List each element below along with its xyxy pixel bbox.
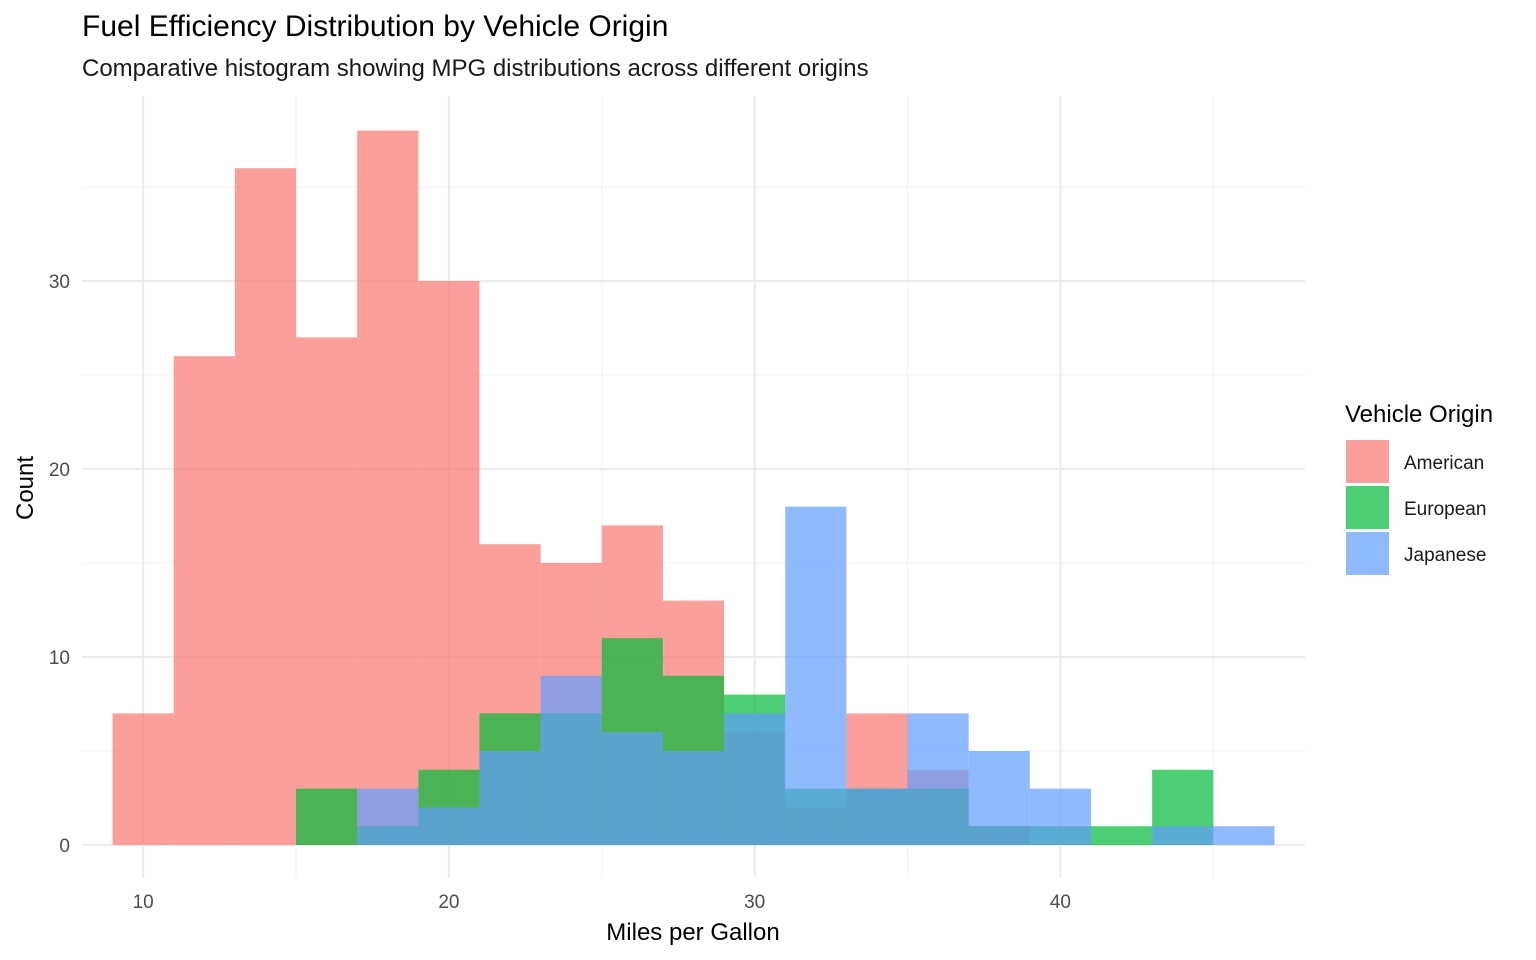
legend-title: Vehicle Origin [1345,401,1493,428]
chart-title: Fuel Efficiency Distribution by Vehicle … [82,10,668,43]
bar-european [296,788,358,845]
legend: Vehicle Origin American European Japanese [1345,401,1493,575]
y-axis-ticks: 0 10 20 30 [49,272,70,857]
chart-subtitle: Comparative histogram showing MPG distri… [82,55,869,82]
x-tick-label: 10 [133,892,154,913]
bar-japanese [1029,788,1091,845]
bar-japanese [846,788,908,845]
y-tick-label: 0 [59,836,70,857]
y-axis-title: Count [12,456,39,520]
bar-american [173,356,235,845]
bar-japanese [479,751,541,845]
x-axis-ticks: 10 20 30 40 [133,892,1071,913]
bar-japanese [968,751,1030,845]
y-tick-label: 10 [49,648,70,669]
bars [112,130,1275,846]
bar-japanese [724,713,786,845]
legend-label-european: European [1404,499,1486,520]
bar-european [1090,826,1153,845]
legend-label-japanese: Japanese [1404,545,1486,566]
legend-swatch-european [1346,486,1389,529]
legend-swatch-japanese [1346,532,1389,575]
x-axis-title: Miles per Gallon [606,919,779,946]
legend-swatch-american [1346,440,1389,483]
y-tick-label: 30 [49,272,70,293]
bar-japanese [601,732,663,845]
x-tick-label: 40 [1050,892,1071,913]
x-tick-label: 20 [438,892,459,913]
bar-japanese [1152,826,1214,845]
bar-japanese [662,751,725,845]
bar-american [357,130,419,846]
bar-american [418,281,480,845]
bar-japanese [540,675,602,845]
y-tick-label: 20 [49,460,70,481]
x-tick-label: 30 [744,892,765,913]
bar-japanese [1213,826,1275,845]
bar-american [234,168,297,845]
bar-japanese [785,506,847,845]
legend-label-american: American [1404,453,1484,474]
bar-japanese [418,807,480,845]
bar-japanese [907,713,969,845]
bar-american [112,713,174,845]
bar-american [296,337,358,845]
bar-japanese [357,788,419,845]
